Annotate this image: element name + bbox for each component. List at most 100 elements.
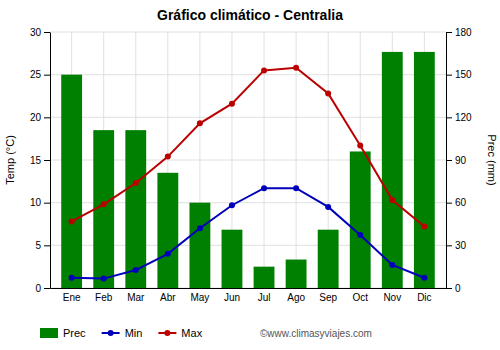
tick-label: Jun [224,292,240,303]
legend-marker [108,330,114,336]
tick-mark [446,160,452,161]
marker [101,276,107,282]
legend-swatch [40,328,58,338]
marker [197,225,203,231]
bar [222,230,243,288]
tick-label: 15 [30,155,42,166]
y2-axis-title: Prec (mm) [486,134,498,185]
tick: 120 [446,112,472,123]
grid [50,32,446,288]
line [72,188,425,278]
bar [157,173,178,288]
tick: Oct [352,292,368,303]
tick: 0 [35,283,50,294]
tick: Dic [417,292,431,303]
marker [101,201,107,207]
tick: Jun [224,292,240,303]
tick: 180 [446,27,472,38]
tick-mark [446,203,452,204]
marker [325,90,331,96]
tick-label: 120 [455,112,472,123]
grid-line-y [50,32,446,33]
tick-label: 60 [455,197,467,208]
tick-label: Oct [352,292,368,303]
tick: 25 [30,69,50,80]
tick-mark [446,32,452,33]
tick: 150 [446,69,472,80]
marker [293,65,299,71]
annotation: ©www.climasyviajes.com [260,328,372,339]
tick-label: Feb [95,292,113,303]
tick-label: 20 [30,112,42,123]
tick: 60 [446,197,467,208]
tick-label: Jul [258,292,271,303]
tick-label: Dic [417,292,431,303]
bar [318,230,339,288]
tick-label: 30 [455,240,467,251]
tick: Ene [63,292,81,303]
tick-mark [44,160,50,161]
tick-label: May [190,292,209,303]
tick-label: Mar [127,292,145,303]
marker [229,202,235,208]
bar-series [61,52,435,288]
tick: 30 [30,27,50,38]
tick-mark [446,245,452,246]
marker [293,185,299,191]
line-series [69,65,428,230]
tick-label: 150 [455,69,472,80]
tick-label: 0 [35,283,41,294]
marker [133,180,139,186]
marker [165,251,171,257]
tick-label: 0 [455,283,461,294]
legend-item: Min [102,327,143,339]
tick-mark [446,117,452,118]
x-axis: EneFebMarAbrMayJunJulAgoSepOctNovDic [51,289,447,304]
tick-mark [44,245,50,246]
tick-label: Sep [319,292,337,303]
bar [125,130,146,288]
tick-mark [44,288,50,289]
bar [382,52,403,288]
axis-line [51,288,447,289]
tick-label: Nov [383,292,401,303]
marker [389,197,395,203]
y2-axis: 0 30 60 90 120 150 180 [446,27,472,294]
marker [389,262,395,268]
tick: Mar [127,292,145,303]
marker [421,224,427,230]
marker [165,154,171,160]
tick-label: 30 [30,27,42,38]
line-series [69,185,428,281]
tick-label: 90 [455,155,467,166]
tick-label: 5 [35,240,41,251]
title: Gráfico climático - Centralia [157,7,343,23]
line [72,68,425,227]
bar [189,203,210,288]
tick: Nov [383,292,401,303]
chart: EneFebMarAbrMayJunJulAgoSepOctNovDic0510… [0,0,500,350]
tick-mark [44,32,50,33]
marker [197,120,203,126]
tick-label: 25 [30,69,42,80]
bar [414,52,435,288]
legend-item: Prec [40,327,86,339]
marker [69,275,75,281]
tick: Feb [95,292,113,303]
plot-area: EneFebMarAbrMayJunJulAgoSepOctNovDic0510… [30,27,472,303]
tick-label: 180 [455,27,472,38]
legend: Prec Min Max [40,327,203,339]
tick: May [190,292,209,303]
data-marks [61,52,435,288]
axis-line [50,33,51,289]
marker [421,275,427,281]
marker [357,232,363,238]
tick: 0 [446,283,461,294]
legend-item: Max [158,327,202,339]
marker [229,101,235,107]
marker [133,267,139,273]
tick-mark [44,203,50,204]
y-axis: 051015202530 [30,27,51,294]
tick: Sep [319,292,337,303]
tick: 90 [446,155,467,166]
